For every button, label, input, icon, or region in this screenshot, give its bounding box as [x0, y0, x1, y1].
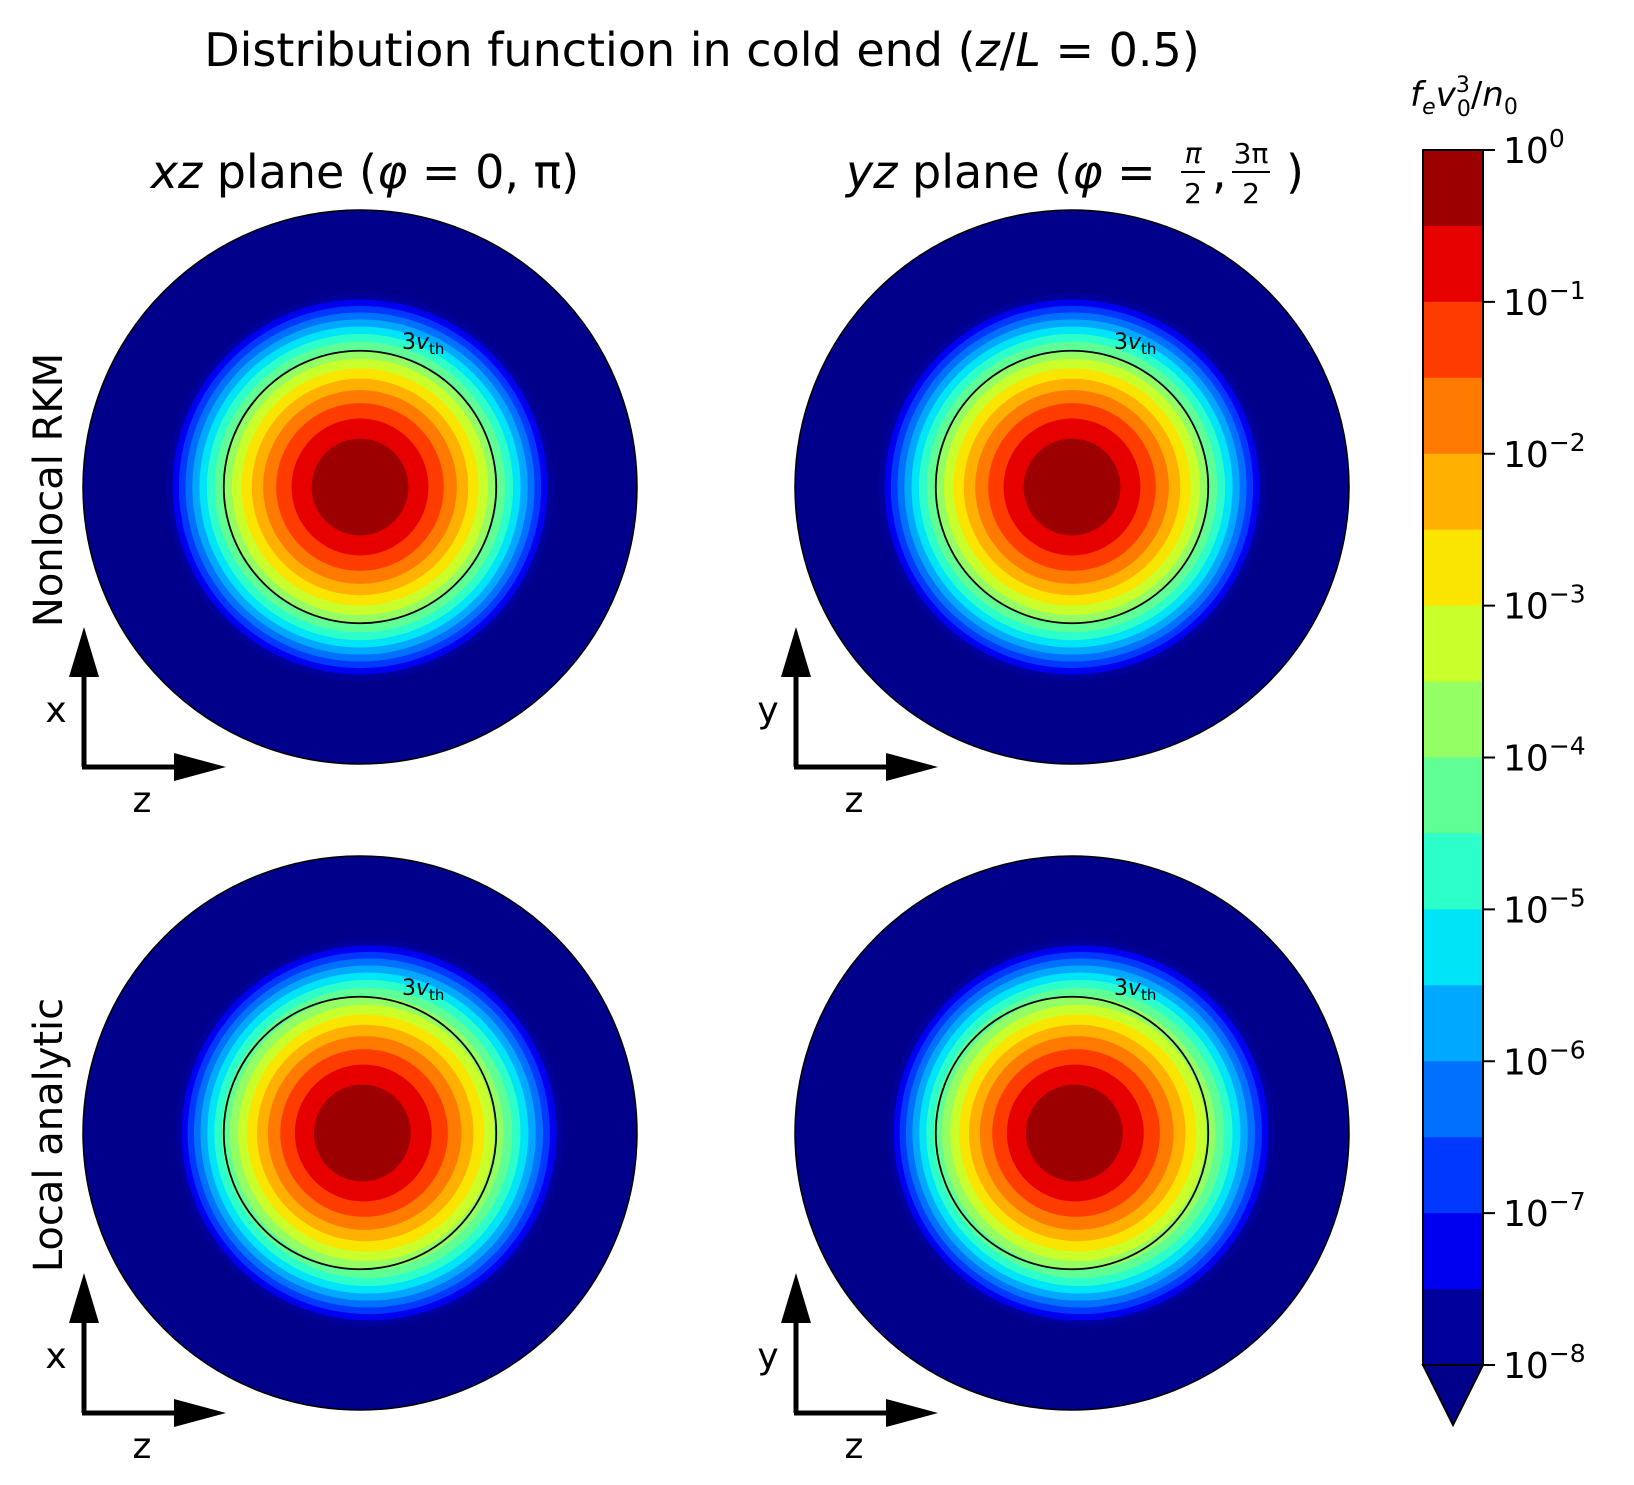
svg-text:2: 2 [1242, 177, 1260, 210]
contour-core [359, 1132, 361, 1134]
colorbar-tick-label: 10−6 [1503, 1035, 1586, 1083]
svg-text:): ) [1286, 145, 1304, 199]
colorbar-band [1423, 1137, 1483, 1214]
colorbar-band [1423, 605, 1483, 683]
colorbar-tick: 10−4 [1483, 732, 1586, 780]
thermal-circle [222, 995, 498, 1271]
contour-core [1071, 1132, 1073, 1134]
colorbar-tick-label: 10−7 [1503, 1187, 1586, 1235]
row-label-local: Local analytic [26, 998, 72, 1272]
thermal-circle [934, 995, 1210, 1271]
axis-label-horizontal: z [133, 780, 152, 821]
colorbar-tick: 100 [1483, 124, 1565, 172]
thermal-circle-label: 3vth [1114, 976, 1156, 1004]
colorbar: 100 10−1 10−2 10−3 10−4 10−5 10−6 10−7 10−8 [1421, 124, 1586, 1428]
panel-1-0: 3vth [82, 855, 638, 1411]
contour-band [1025, 1084, 1123, 1182]
colorbar-band [1423, 453, 1483, 531]
colorbar-band [1423, 225, 1483, 303]
colorbar-tick-label: 10−8 [1503, 1339, 1586, 1387]
chart-title: Distribution function in cold end (z/L =… [204, 23, 1200, 77]
axis-label-horizontal: z [845, 780, 864, 821]
colorbar-band [1423, 833, 1483, 910]
axis-indicator-0-1: yz [757, 627, 938, 821]
disc-border [794, 855, 1350, 1411]
colorbar-tick: 10−7 [1483, 1187, 1586, 1235]
thermal-circle-label: 3vth [1114, 330, 1156, 358]
contour-core [1071, 486, 1073, 488]
panels: 3vth 3vth 3vth 3vth [82, 209, 1350, 1411]
colorbar-band [1423, 377, 1483, 455]
colorbar-band [1423, 985, 1483, 1062]
colorbar-tick: 10−1 [1483, 276, 1586, 324]
column-title-xz: xz plane (φ = 0, π) [149, 145, 580, 199]
axis-label-horizontal: z [845, 1426, 864, 1467]
colorbar-extend [1421, 1364, 1485, 1428]
thermal-circle-label: 3vth [402, 976, 444, 1004]
colorbar-tick: 10−8 [1483, 1339, 1586, 1387]
colorbar-tick-label: 100 [1503, 124, 1565, 172]
svg-text:yz plane (φ =: yz plane (φ = [844, 145, 1156, 199]
colorbar-tick: 10−5 [1483, 883, 1586, 931]
colorbar-tick: 10−6 [1483, 1035, 1586, 1083]
contour-core [359, 486, 361, 488]
colorbar-band [1423, 150, 1483, 227]
panel-0-1: 3vth [794, 209, 1350, 765]
svg-text:2: 2 [1184, 177, 1202, 210]
svg-text:3π: 3π [1234, 137, 1269, 170]
axis-label-horizontal: z [133, 1426, 152, 1467]
colorbar-tick-label: 10−2 [1503, 428, 1586, 476]
axis-label-vertical: y [757, 690, 778, 731]
thermal-circle-label: 3vth [402, 330, 444, 358]
colorbar-label: fev3 0/n0 [1410, 73, 1518, 122]
axis-indicator-0-0: xz [45, 627, 226, 821]
panel-1-1: 3vth [794, 855, 1350, 1411]
column-title-yz: yz plane (φ = π 2 , 3π 2 ) [844, 137, 1304, 210]
colorbar-tick: 10−3 [1483, 580, 1586, 628]
colorbar-band [1423, 757, 1483, 835]
row-label-nonlocal: Nonlocal RKM [26, 353, 72, 627]
axis-label-vertical: x [45, 690, 66, 731]
colorbar-band [1423, 681, 1483, 759]
axis-label-vertical: y [757, 1336, 778, 1377]
colorbar-tick-label: 10−5 [1503, 883, 1586, 931]
colorbar-band [1423, 1289, 1483, 1366]
contour-band [313, 1084, 411, 1182]
colorbar-tick-label: 10−4 [1503, 732, 1586, 780]
axis-label-vertical: x [45, 1336, 66, 1377]
axis-indicator-1-0: xz [45, 1273, 226, 1467]
colorbar-band [1423, 1061, 1483, 1138]
disc-border [82, 855, 638, 1411]
svg-text:,: , [1212, 145, 1227, 199]
disc-border [82, 209, 638, 765]
svg-text:π: π [1185, 137, 1203, 170]
colorbar-band [1423, 1213, 1483, 1290]
colorbar-tick-label: 10−1 [1503, 276, 1586, 324]
colorbar-band [1423, 529, 1483, 607]
colorbar-band [1423, 301, 1483, 379]
axis-indicator-1-1: yz [757, 1273, 938, 1467]
thermal-circle [934, 349, 1210, 625]
panel-0-0: 3vth [82, 209, 638, 765]
colorbar-tick-label: 10−3 [1503, 580, 1586, 628]
colorbar-band [1423, 909, 1483, 986]
thermal-circle [222, 349, 498, 625]
disc-border [794, 209, 1350, 765]
colorbar-tick: 10−2 [1483, 428, 1586, 476]
